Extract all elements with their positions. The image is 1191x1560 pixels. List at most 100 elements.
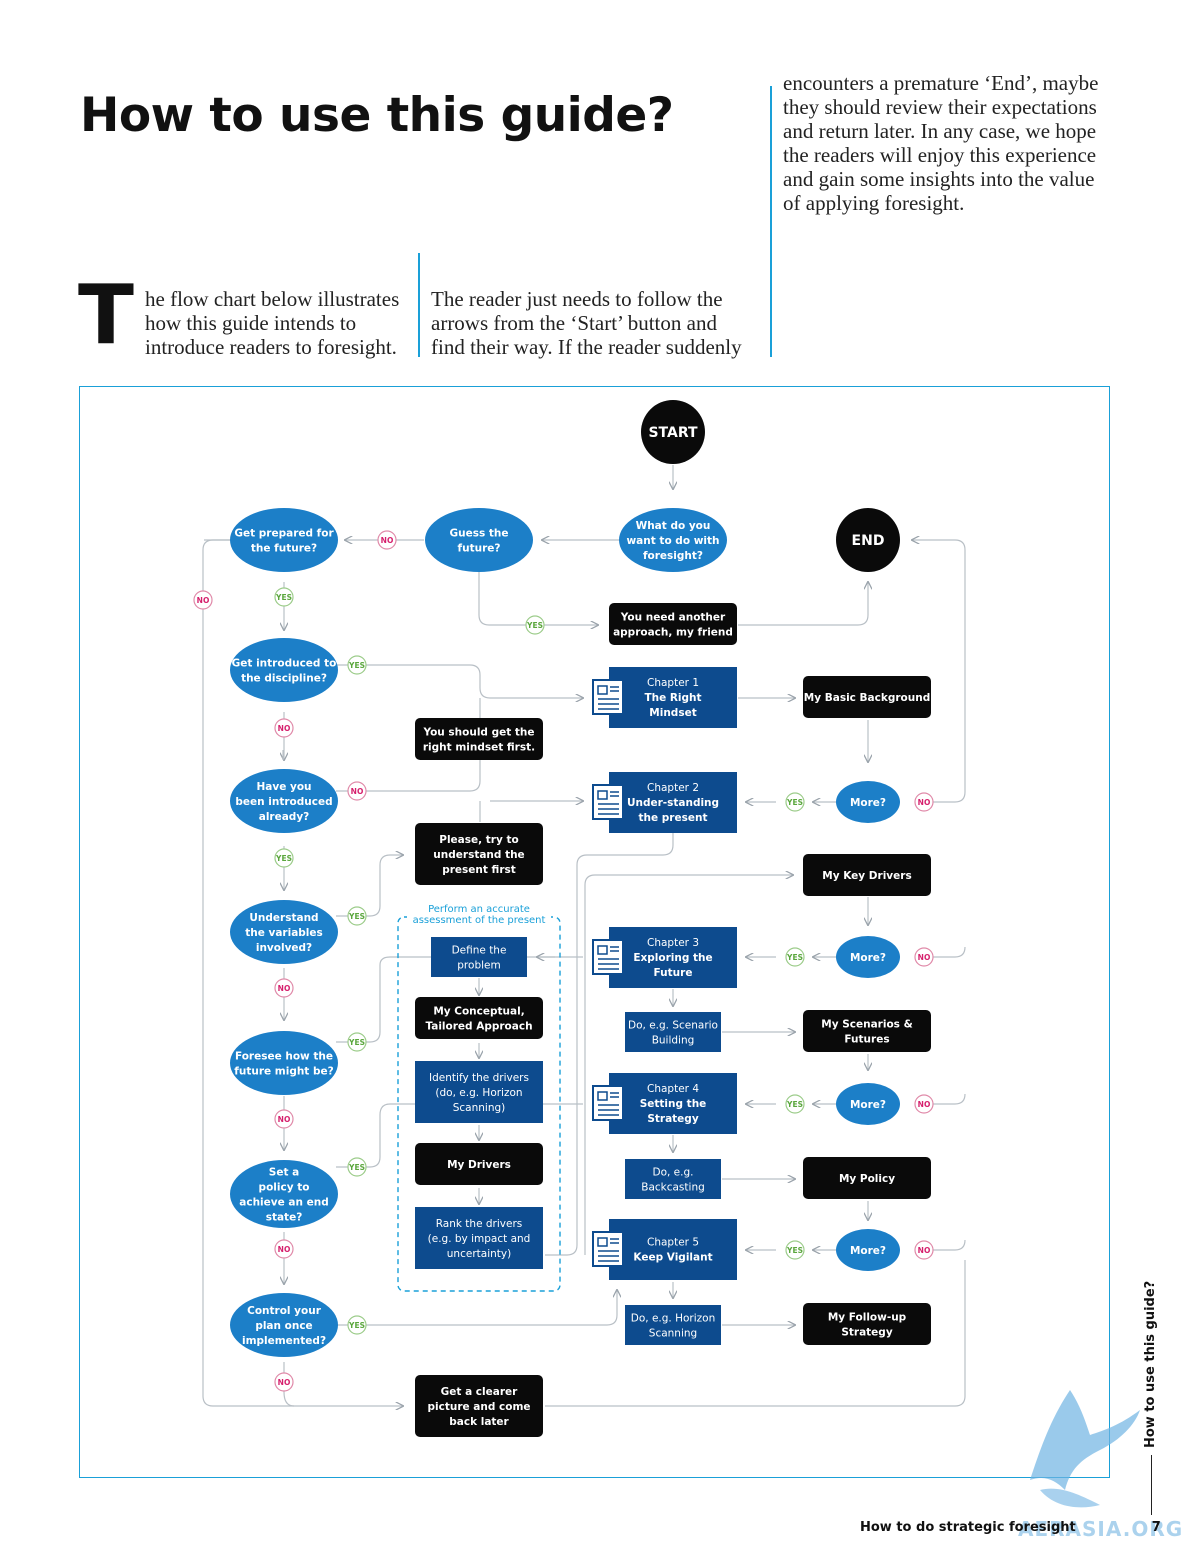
chapter-1-box[interactable] <box>609 667 737 728</box>
side-tab: How to use this guide? <box>1143 1280 1158 1448</box>
node-text: future? <box>458 542 501 554</box>
node-text: understand the <box>433 849 524 861</box>
node-text: Set a <box>269 1166 299 1178</box>
side-divider <box>1151 1455 1152 1515</box>
question-set-policy[interactable] <box>230 1160 338 1228</box>
basic-background-box-label: My Basic Background <box>804 692 930 704</box>
question-what-foresight-label: What do you want to do with foresight? <box>626 520 719 562</box>
key-drivers-box-label: My Key Drivers <box>822 870 911 882</box>
question-what-foresight[interactable] <box>619 508 727 572</box>
connector-arrow <box>336 855 403 917</box>
yes-badge <box>274 848 294 868</box>
question-get-introduced[interactable] <box>230 638 338 702</box>
node-text: Understand <box>249 912 318 924</box>
node-text: (e.g. by impact and <box>428 1233 531 1245</box>
my-drivers-box-label: My Drivers <box>447 1159 511 1171</box>
more-question-1-label: More? <box>850 797 886 809</box>
question-get-prepared[interactable] <box>230 508 338 572</box>
connector-arrow <box>933 1093 966 1105</box>
key-drivers-box[interactable] <box>803 854 931 896</box>
no-label: NO <box>278 1378 291 1387</box>
try-present-box-label: Please, try to understand the present firs… <box>433 834 524 876</box>
mindset-first-box-label: You should get the right mindset first. <box>422 726 535 753</box>
node-text: want to do with <box>626 535 719 547</box>
chapter-3-box[interactable] <box>609 927 737 988</box>
node-text: picture and come <box>427 1401 530 1413</box>
yes-label: YES <box>348 661 365 670</box>
node-text: assessment of the present <box>413 915 546 926</box>
basic-background-box[interactable] <box>803 676 931 718</box>
node-text: Identify the drivers <box>429 1072 529 1084</box>
question-guess-future[interactable] <box>425 508 533 572</box>
node-text: The Right <box>644 692 701 704</box>
node-text: present first <box>442 864 516 876</box>
no-label: NO <box>278 984 291 993</box>
no-badge <box>347 781 367 801</box>
question-understand-variables[interactable] <box>230 900 338 964</box>
more-question-2[interactable] <box>836 936 900 978</box>
intro-line: and gain some insights into the value <box>783 167 1095 191</box>
question-have-introduced-label: Have you been introduced already? <box>235 781 332 823</box>
intro-line: how this guide intends to <box>145 311 357 335</box>
yes-label: YES <box>275 593 292 602</box>
mindset-first-box[interactable] <box>415 718 543 760</box>
question-understand-variables-label: Understand the variables involved? <box>245 912 323 954</box>
yes-badge <box>785 1094 805 1114</box>
start-node[interactable] <box>641 400 705 464</box>
question-control-plan[interactable] <box>230 1293 338 1357</box>
yes-badge <box>347 906 367 926</box>
node-text: foresight? <box>643 550 703 562</box>
node-text: uncertainty) <box>447 1248 511 1260</box>
clearer-picture-box[interactable] <box>415 1375 543 1437</box>
end-node[interactable] <box>836 508 900 572</box>
another-approach-box[interactable] <box>609 603 737 645</box>
question-foresee-future[interactable] <box>230 1031 338 1095</box>
more-question-3[interactable] <box>836 1083 900 1125</box>
node-text: right mindset first. <box>423 741 535 753</box>
question-foresee-future-label: Foresee how the future might be? <box>234 1050 333 1077</box>
my-policy-box-label: My Policy <box>839 1173 895 1185</box>
horizon-scanning-box[interactable] <box>625 1305 721 1345</box>
scenario-building-box[interactable] <box>625 1012 721 1052</box>
define-problem-box[interactable] <box>431 937 527 977</box>
more-question-1[interactable] <box>836 781 900 823</box>
followup-strategy-box[interactable] <box>803 1303 931 1345</box>
connector-arrow <box>336 1290 617 1326</box>
node-text: already? <box>259 811 310 823</box>
question-have-introduced[interactable] <box>230 769 338 833</box>
chapter-4-box[interactable] <box>609 1073 737 1134</box>
watermark: AERASIA.ORG <box>1018 1517 1184 1541</box>
node-text: Get introduced to <box>232 657 337 669</box>
node-text: More? <box>850 1245 886 1257</box>
connector-arrow <box>336 956 583 1043</box>
identify-drivers-box-label: Identify the drivers (do, e.g. Horizon Sca… <box>429 1072 529 1114</box>
no-label: NO <box>918 1246 931 1255</box>
my-drivers-box[interactable] <box>415 1143 543 1185</box>
my-policy-box[interactable] <box>803 1157 931 1199</box>
scenarios-futures-box[interactable] <box>803 1010 931 1052</box>
no-badge <box>914 1094 934 1114</box>
rank-drivers-box[interactable] <box>415 1207 543 1269</box>
intro-line: introduce readers to foresight. <box>145 335 397 359</box>
conceptual-approach-box[interactable] <box>415 997 543 1039</box>
node-text: Futures <box>844 1033 889 1045</box>
identify-drivers-box[interactable] <box>415 1061 543 1123</box>
connector-arrow <box>738 582 868 626</box>
more-question-3-label: More? <box>850 1099 886 1111</box>
more-question-4[interactable] <box>836 1229 900 1271</box>
chapter-3-box-label: Chapter 3 Exploring the Future <box>633 937 712 979</box>
chapter-5-box[interactable] <box>609 1219 737 1280</box>
no-badge <box>193 590 213 610</box>
chapter-2-box[interactable] <box>609 772 737 833</box>
node-text: Get prepared for <box>234 527 334 539</box>
node-text: involved? <box>256 942 312 954</box>
intro-line: encounters a premature ‘End’, maybe <box>783 71 1099 95</box>
try-present-box[interactable] <box>415 823 543 885</box>
column-divider <box>418 253 420 357</box>
backcasting-box[interactable] <box>625 1159 721 1199</box>
node-text: My Drivers <box>447 1159 511 1171</box>
node-text: Chapter 5 <box>647 1236 699 1248</box>
yes-label: YES <box>526 621 543 630</box>
another-approach-box-label: You need another approach, my friend <box>613 611 733 638</box>
